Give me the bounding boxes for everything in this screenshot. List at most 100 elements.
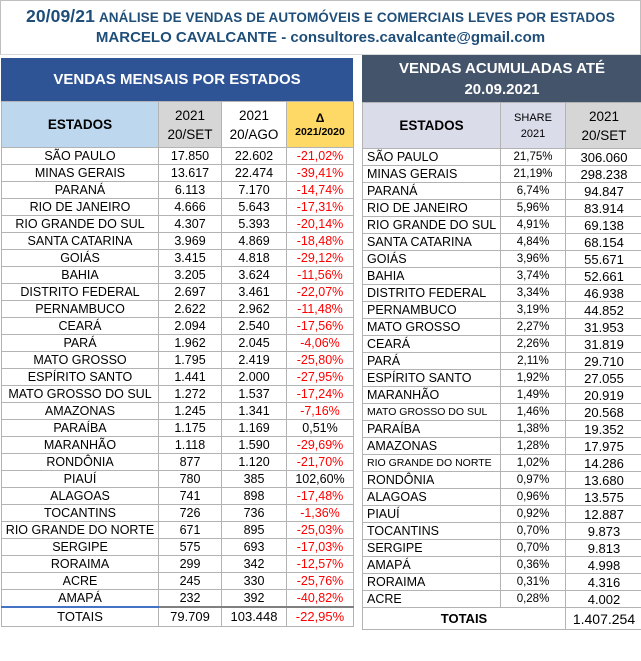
share-cell: 21,75%: [500, 148, 566, 166]
share-cell: 0,92%: [500, 505, 566, 523]
table-row: AMAZONAS 1,28% 17.975: [362, 437, 641, 455]
state-cell: RORAIMA: [1, 555, 159, 573]
table-row: PARANÁ 6.113 7.170 -14,74%: [1, 181, 354, 199]
table-row: SÃO PAULO 17.850 22.602 -21,02%: [1, 147, 354, 165]
sales-aug-cell: 385: [221, 470, 287, 488]
state-cell: ALAGOAS: [1, 487, 159, 505]
state-cell: MATO GROSSO DO SUL: [1, 385, 159, 403]
delta-cell: 0,51%: [286, 419, 354, 437]
sales-sep-cell: 299: [158, 555, 222, 573]
delta-cell: -25,03%: [286, 521, 354, 539]
sales-sep-cell: 3.969: [158, 232, 222, 250]
share-cell: 0,28%: [500, 590, 566, 608]
report-date: 20/09/21: [26, 6, 95, 26]
state-cell: ESPÍRITO SANTO: [1, 368, 159, 386]
table-row: ESPÍRITO SANTO 1,92% 27.055: [362, 369, 641, 387]
state-cell: DISTRITO FEDERAL: [1, 283, 159, 301]
share-cell: 0,70%: [500, 539, 566, 557]
sales-sep-cell: 6.113: [158, 181, 222, 199]
sales-aug-cell: 1.537: [221, 385, 287, 403]
sales-aug-cell: 895: [221, 521, 287, 539]
table-row: GOIÁS 3,96% 55.671: [362, 250, 641, 268]
sales-sep-cell: 1.962: [158, 334, 222, 352]
table-row: SANTA CATARINA 3.969 4.869 -18,48%: [1, 232, 354, 250]
state-cell: ALAGOAS: [362, 488, 501, 506]
report-title: ANÁLISE DE VENDAS DE AUTOMÓVEIS E COMERC…: [98, 10, 615, 25]
table-row: RONDÔNIA 0,97% 13.680: [362, 471, 641, 489]
delta-cell: -27,95%: [286, 368, 354, 386]
table-row: RIO DE JANEIRO 4.666 5.643 -17,31%: [1, 198, 354, 216]
table-row: MATO GROSSO DO SUL 1,46% 20.568: [362, 403, 641, 421]
accumulated-cell: 14.286: [565, 454, 641, 472]
col-header-2021-sep: 2021 20/SET: [158, 101, 222, 148]
delta-cell: -40,82%: [286, 589, 354, 607]
table-row: SANTA CATARINA 4,84% 68.154: [362, 233, 641, 251]
table-row: PARANÁ 6,74% 94.847: [362, 182, 641, 200]
table-row: ESPÍRITO SANTO 1.441 2.000 -27,95%: [1, 368, 354, 386]
accumulated-cell: 83.914: [565, 199, 641, 217]
share-cell: 1,92%: [500, 369, 566, 387]
share-cell: 1,38%: [500, 420, 566, 438]
state-cell: RIO GRANDE DO NORTE: [362, 454, 501, 472]
sales-sep-cell: 671: [158, 521, 222, 539]
accumulated-cell: 298.238: [565, 165, 641, 183]
accumulated-cell: 94.847: [565, 182, 641, 200]
state-cell: RIO GRANDE DO SUL: [362, 216, 501, 234]
accumulated-sales-title: VENDAS ACUMULADAS ATÉ 20.09.2021: [362, 55, 641, 102]
share-cell: 3,19%: [500, 301, 566, 319]
totals-delta-cell: -22,95%: [286, 605, 354, 627]
table-row: MATO GROSSO 2,27% 31.953: [362, 318, 641, 336]
sales-sep-cell: 4.666: [158, 198, 222, 216]
table-row: RIO GRANDE DO NORTE 671 895 -25,03%: [1, 521, 354, 539]
delta-cell: -11,56%: [286, 266, 354, 284]
state-cell: ACRE: [1, 572, 159, 590]
state-cell: PERNAMBUCO: [362, 301, 501, 319]
accumulated-cell: 4.316: [565, 573, 641, 591]
sales-sep-cell: 1.118: [158, 436, 222, 454]
share-cell: 21,19%: [500, 165, 566, 183]
table-row: PERNAMBUCO 2.622 2.962 -11,48%: [1, 300, 354, 318]
state-cell: SERGIPE: [1, 538, 159, 556]
share-cell: 5,96%: [500, 199, 566, 217]
share-cell: 1,49%: [500, 386, 566, 404]
accumulated-cell: 9.873: [565, 522, 641, 540]
state-cell: SÃO PAULO: [1, 147, 159, 165]
table-row: PARÁ 1.962 2.045 -4,06%: [1, 334, 354, 352]
state-cell: PARANÁ: [1, 181, 159, 199]
sales-sep-cell: 245: [158, 572, 222, 590]
table-row: GOIÁS 3.415 4.818 -29,12%: [1, 249, 354, 267]
accumulated-cell: 13.575: [565, 488, 641, 506]
table-row: RIO GRANDE DO SUL 4.307 5.393 -20,14%: [1, 215, 354, 233]
accumulated-cell: 27.055: [565, 369, 641, 387]
sales-aug-cell: 2.419: [221, 351, 287, 369]
state-cell: RIO GRANDE DO SUL: [1, 215, 159, 233]
state-cell: TOCANTINS: [1, 504, 159, 522]
sales-sep-cell: 1.175: [158, 419, 222, 437]
sales-aug-cell: 898: [221, 487, 287, 505]
accumulated-cell: 44.852: [565, 301, 641, 319]
sales-aug-cell: 2.045: [221, 334, 287, 352]
state-cell: PARÁ: [1, 334, 159, 352]
share-cell: 0,36%: [500, 556, 566, 574]
accumulated-cell: 306.060: [565, 148, 641, 166]
sales-aug-cell: 2.540: [221, 317, 287, 335]
delta-cell: -17,31%: [286, 198, 354, 216]
share-cell: 6,74%: [500, 182, 566, 200]
delta-cell: -17,56%: [286, 317, 354, 335]
state-cell: MATO GROSSO: [362, 318, 501, 336]
state-cell: AMAPÁ: [1, 589, 159, 607]
sales-aug-cell: 3.461: [221, 283, 287, 301]
share-cell: 3,34%: [500, 284, 566, 302]
share-cell: 0,97%: [500, 471, 566, 489]
sales-aug-cell: 330: [221, 572, 287, 590]
totals-label-cell: TOTAIS: [1, 605, 159, 627]
state-cell: AMAPÁ: [362, 556, 501, 574]
table-row: DISTRITO FEDERAL 2.697 3.461 -22,07%: [1, 283, 354, 301]
state-cell: TOCANTINS: [362, 522, 501, 540]
col-header-2021-sep: 2021 20/SET: [565, 102, 641, 149]
accumulated-cell: 17.975: [565, 437, 641, 455]
table-row: PIAUÍ 780 385 102,60%: [1, 470, 354, 488]
sales-aug-cell: 5.643: [221, 198, 287, 216]
table-row: SERGIPE 575 693 -17,03%: [1, 538, 354, 556]
